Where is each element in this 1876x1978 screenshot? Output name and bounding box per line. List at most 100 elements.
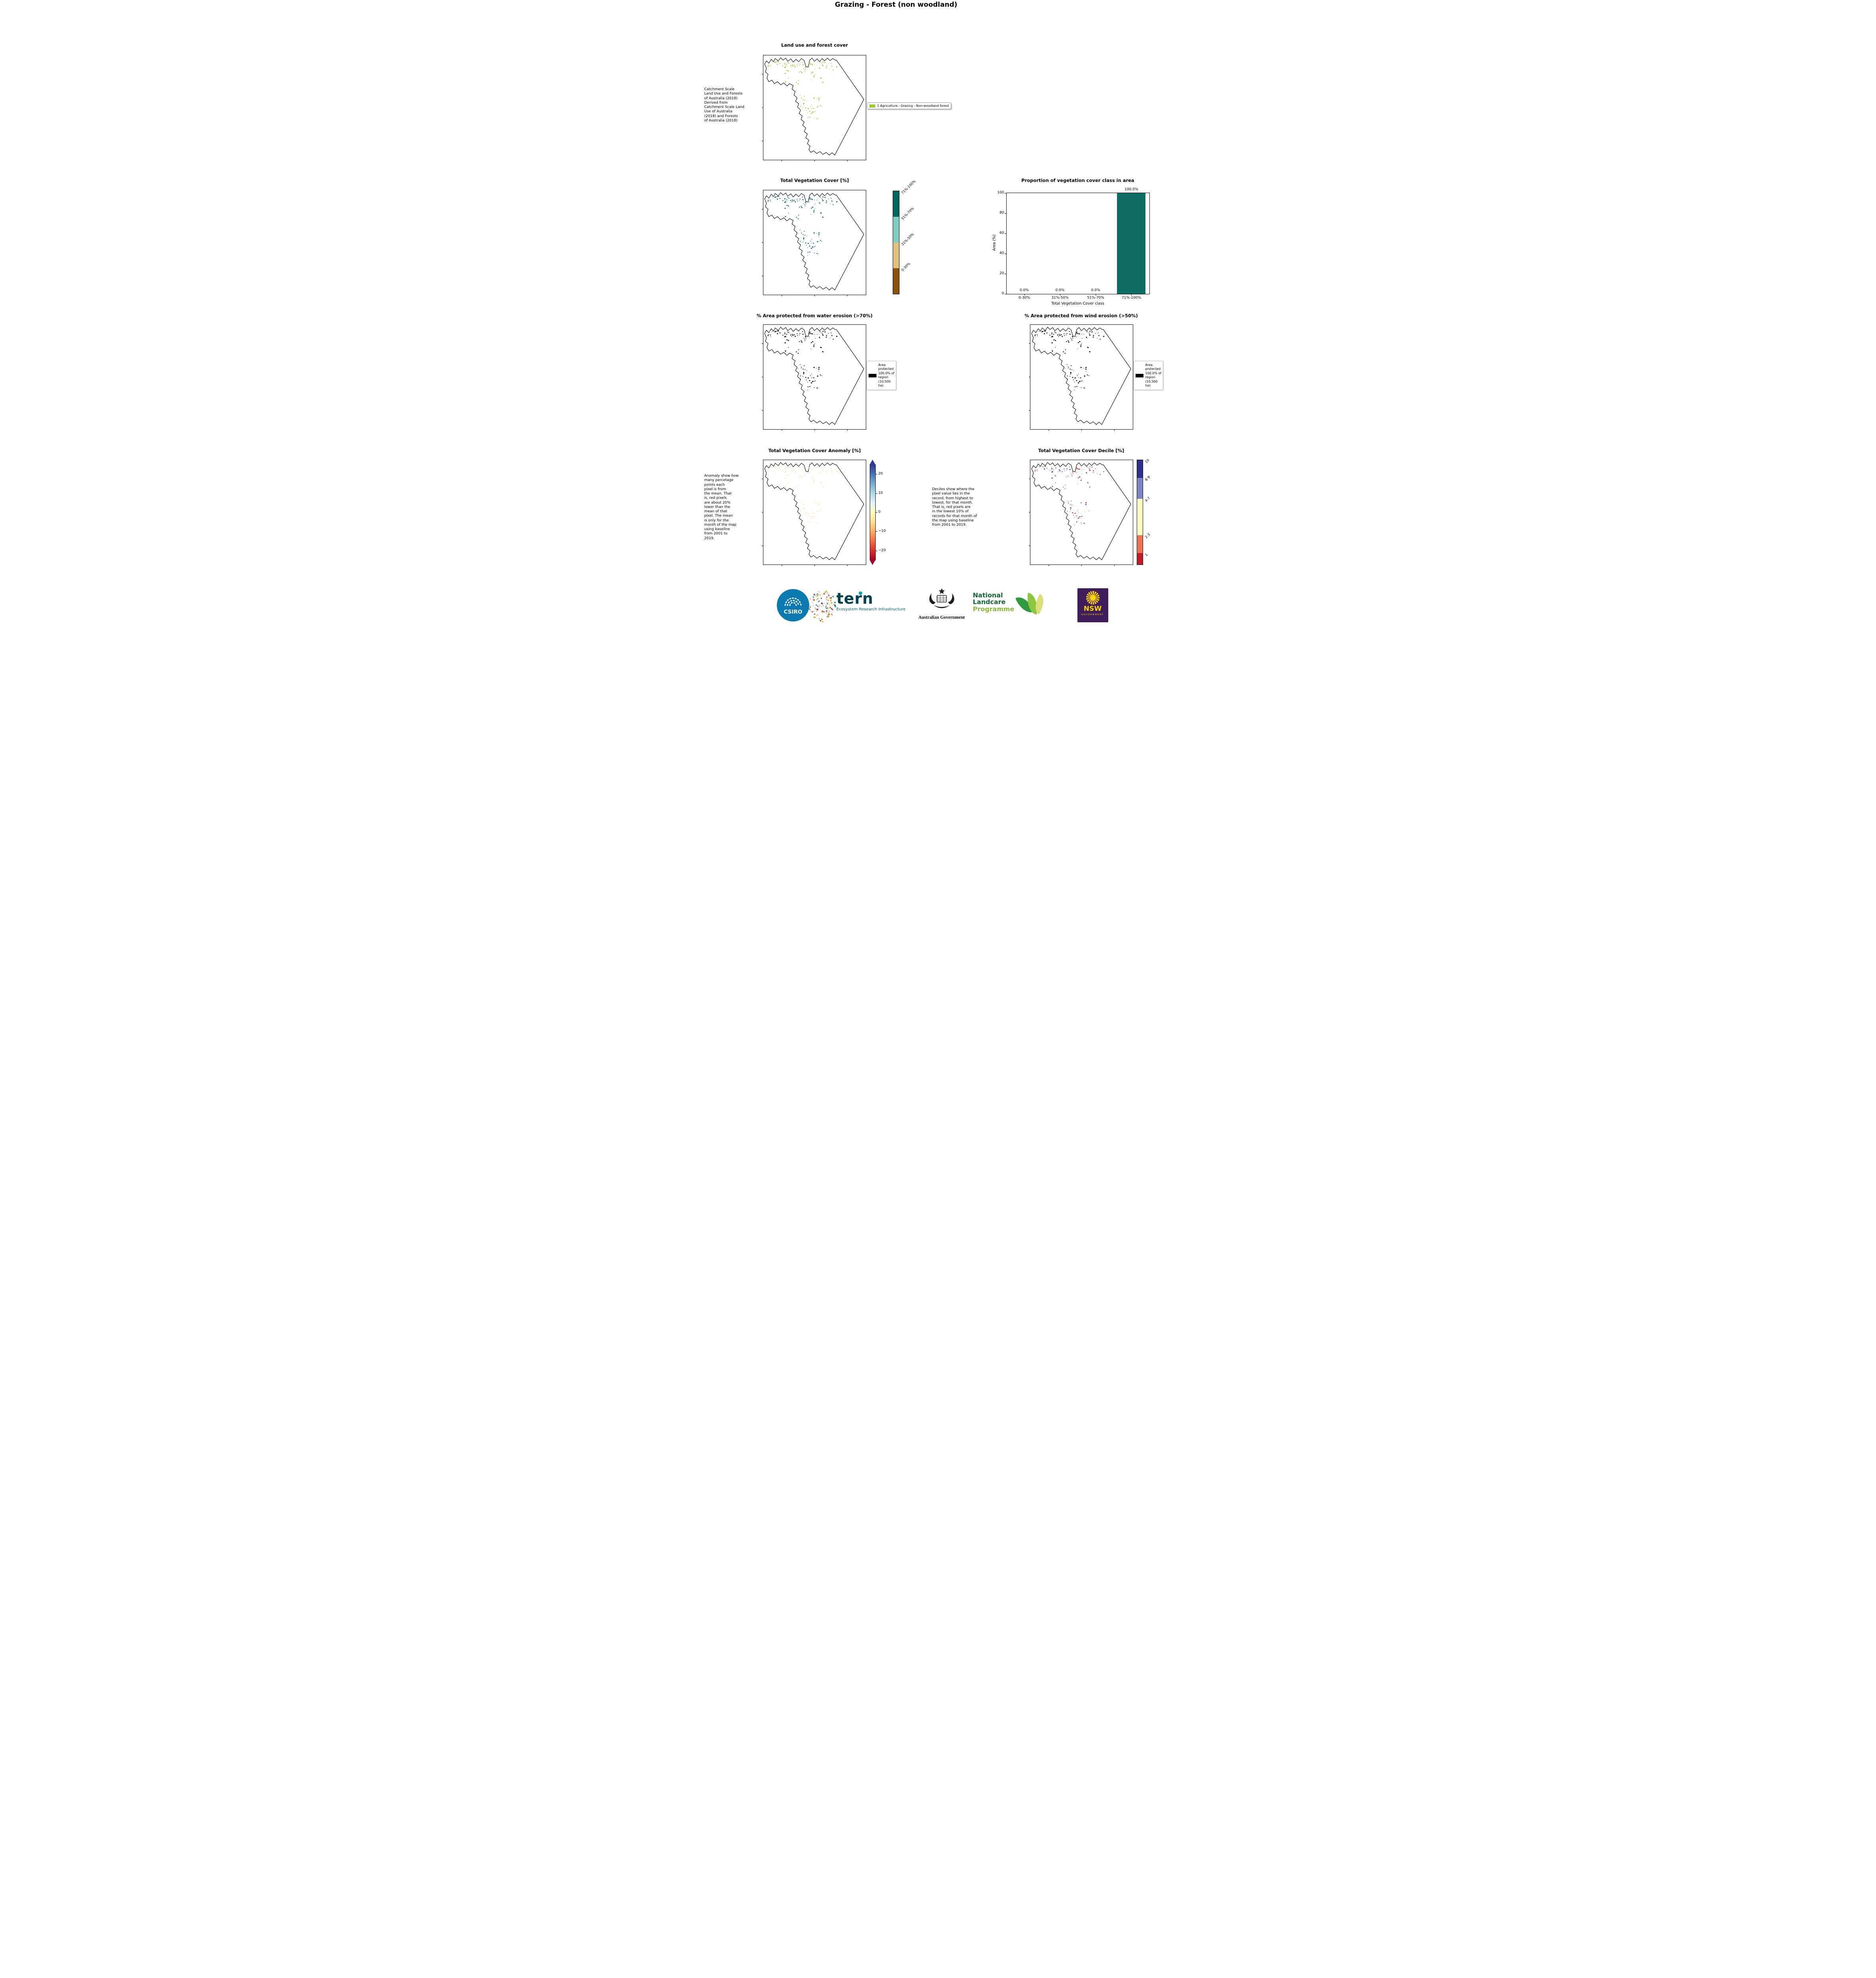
- colorbar-segment: [1137, 477, 1143, 499]
- colorbar-segment: [893, 191, 899, 217]
- water-legend-text: Area protected 100.0% of region (10,500 …: [878, 363, 895, 387]
- anomaly-side-note: Anomaly show how many percetage points e…: [704, 474, 739, 540]
- colorbar-class-label: 10: [1144, 458, 1150, 464]
- y-axis-tick-label: 20: [1000, 271, 1004, 275]
- map-ticks: [761, 209, 848, 296]
- catchment-outline: [764, 462, 863, 560]
- landcare-wordmark: National Landcare Programme: [973, 592, 1015, 616]
- landuse-legend: 1 Agriculture - Grazing - Non-woodland f…: [867, 102, 952, 109]
- map-pixels: [767, 196, 837, 256]
- x-axis-tick: [1131, 294, 1132, 296]
- bar: [1117, 193, 1146, 294]
- map-ticks: [761, 74, 848, 161]
- colorbar-class-label: 31%-50%: [900, 232, 915, 247]
- water-legend: Area protected 100.0% of region (10,500 …: [866, 361, 897, 390]
- anomaly-colorbar-body: [869, 464, 876, 560]
- aboriginal-art-icon: [806, 589, 838, 623]
- landuse-map: [761, 55, 866, 161]
- wind-legend-text: Area protected 100.0% of region (10,500 …: [1145, 363, 1162, 387]
- decile-title: Total Vegetation Cover Decile [%]: [1038, 448, 1124, 453]
- tern-dot-icon: [858, 591, 862, 595]
- colorbar-tick-label: 0: [878, 510, 881, 514]
- wind-title: % Area protected from wind erosion (>50%…: [1024, 313, 1138, 318]
- bar-value-label: 100.0%: [1124, 188, 1138, 191]
- csiro-circle: [776, 589, 809, 621]
- tern-subtitle: Ecosystem Research Infrastructure: [836, 607, 906, 612]
- colorbar-class-label: 1: [1144, 553, 1149, 557]
- decile-explain-note: Deciles show where the pixel value lies …: [932, 487, 977, 527]
- landuse-legend-swatch: [869, 104, 875, 108]
- map-ticks: [761, 479, 848, 566]
- anomaly-map: [761, 460, 866, 566]
- colorbar-tick: [875, 493, 877, 494]
- y-axis-tick-label: 40: [1000, 251, 1004, 255]
- water-map: [761, 324, 866, 431]
- colorbar-class-label: 2-3: [1144, 532, 1151, 540]
- colorbar-segment: [1137, 460, 1143, 478]
- proportion-chart-title: Proportion of vegetation cover class in …: [1021, 178, 1134, 183]
- wind-legend-swatch: [1135, 373, 1143, 377]
- catchment-outline: [1031, 462, 1130, 560]
- y-axis-tick: [1004, 233, 1007, 234]
- anomaly-title: Total Vegetation Cover Anomaly [%]: [768, 448, 861, 453]
- map-ticks: [1028, 343, 1115, 431]
- colorbar-class-label: 8-9: [1144, 475, 1151, 482]
- colorbar-tick-label: −10: [878, 529, 886, 533]
- y-axis-tick: [1004, 213, 1007, 214]
- x-axis-tick-label: 31%-50%: [1051, 296, 1069, 300]
- map-ticks: [761, 343, 848, 431]
- colorbar-class-label: 51%-70%: [900, 207, 915, 221]
- australian-government-label: Australian Government: [918, 615, 965, 620]
- bar-value-label: 0.0%: [1091, 288, 1100, 292]
- csiro-wordmark: CSIRO: [784, 609, 802, 615]
- catchment-outline: [764, 58, 863, 155]
- anomaly-colorbar-arrow-bottom: [869, 560, 875, 565]
- proportion-chart-plot: 0 20 40 60 80 100 0.0% 0-30% 0.0% 31%-50% 0.0% 51%-…: [997, 188, 1150, 300]
- catchment-outline: [764, 327, 863, 424]
- wind-map: [1028, 324, 1133, 431]
- tern-logo: tern Ecosystem Research Infrastructure: [837, 591, 906, 612]
- map-pixels: [1034, 466, 1104, 526]
- water-title: % Area protected from water erosion (>70…: [757, 313, 873, 318]
- landuse-title: Land use and forest cover: [781, 42, 848, 48]
- x-axis-tick: [1024, 294, 1025, 296]
- colorbar-segment: [1137, 553, 1143, 565]
- csiro-logo: CSIRO: [776, 589, 810, 623]
- landcare-line3: Programme: [973, 605, 1015, 613]
- y-axis-tick-label: 0: [1001, 292, 1004, 296]
- y-axis-tick-label: 60: [1000, 231, 1004, 235]
- decile-colorbar: 10 8-9 4-7 2-3 1: [1136, 459, 1151, 565]
- colorbar-tick-label: 20: [878, 472, 883, 476]
- australian-government-logo: Australian Government: [916, 587, 967, 620]
- y-axis-tick-label: 80: [1000, 211, 1004, 215]
- colorbar-tick-label: 10: [878, 491, 883, 495]
- anomaly-colorbar-arrow-top: [869, 460, 875, 464]
- landuse-legend-label: 1 Agriculture - Grazing - Non-woodland f…: [877, 104, 949, 108]
- tvc-map: [761, 190, 866, 296]
- catchment-outline: [1031, 327, 1130, 424]
- coat-of-arms-icon: [929, 588, 954, 608]
- colorbar-segment: [1137, 535, 1143, 553]
- map-pixels: [1034, 330, 1104, 390]
- landcare-line1: National: [973, 591, 1003, 599]
- tvc-colorbar: 71%-100% 51%-70% 31%-50% 0-30%: [892, 180, 916, 294]
- colorbar-segment: [893, 243, 899, 268]
- colorbar-segment: [893, 217, 899, 243]
- x-axis-tick-label: 71%-100%: [1121, 296, 1141, 300]
- colorbar-class-label: 4-7: [1144, 496, 1151, 503]
- tern-wordmark: tern: [836, 590, 874, 607]
- nsw-government-logo: NSW GOVERNMENT: [1077, 588, 1108, 622]
- bar-value-label: 0.0%: [1020, 288, 1029, 292]
- catchment-outline: [764, 193, 863, 290]
- colorbar-class-label: 71%-100%: [900, 179, 916, 195]
- x-axis-tick-label: 51%-70%: [1087, 296, 1104, 300]
- map-pixels: [767, 330, 837, 390]
- waratah-icon: [1086, 591, 1100, 604]
- nsw-government-label: GOVERNMENT: [1081, 613, 1104, 616]
- wind-legend: Area protected 100.0% of region (10,500 …: [1133, 361, 1164, 390]
- map-ticks: [1028, 479, 1115, 566]
- page-title: Grazing - Forest (non woodland): [835, 1, 958, 9]
- colorbar-class-label: 0-30%: [900, 261, 911, 273]
- map-pixels: [767, 466, 837, 526]
- colorbar-segment: [893, 268, 899, 294]
